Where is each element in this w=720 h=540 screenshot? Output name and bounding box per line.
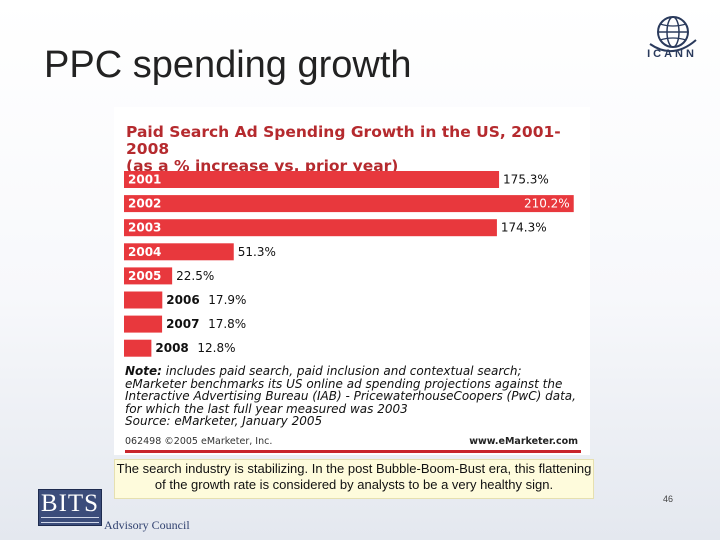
bits-logo-text: BITS [40, 490, 100, 517]
note-text: includes paid search, paid inclusion and… [125, 364, 576, 416]
value-label-2008: 12.8% [197, 341, 235, 355]
category-label-2002: 2002 [128, 197, 161, 211]
chart-note: Note: includes paid search, paid inclusi… [125, 365, 585, 428]
page-number: 46 [663, 494, 674, 504]
chart-title-line2: (as a % increase vs. prior year) [126, 157, 399, 175]
value-label-2005: 22.5% [176, 269, 214, 283]
category-label-2001: 2001 [128, 173, 161, 187]
value-label-2002: 210.2% [524, 197, 570, 211]
value-label-2006: 17.9% [208, 293, 246, 307]
bar-2003 [124, 219, 497, 237]
chart-brand: www.eMarketer.com [469, 436, 578, 447]
bar-2004 [124, 243, 234, 261]
chart-title-line1: Paid Search Ad Spending Growth in the US… [126, 123, 561, 158]
bits-logo: BITS [38, 489, 102, 526]
category-label-2006: 2006 [166, 293, 199, 307]
value-label-2004: 51.3% [238, 245, 276, 259]
chart-figure: Paid Search Ad Spending Growth in the US… [114, 107, 590, 455]
bar-2008 [124, 339, 152, 357]
globe-icon [649, 16, 697, 52]
footer-rule [125, 450, 581, 453]
bar-2007 [124, 315, 163, 333]
category-label-2005: 2005 [128, 269, 161, 283]
source-text: eMarketer, January 2005 [174, 414, 323, 429]
value-label-2001: 175.3% [503, 173, 549, 187]
category-label-2003: 2003 [128, 221, 161, 235]
bar-2002 [124, 195, 574, 213]
category-label-2004: 2004 [128, 245, 161, 259]
slide-title: PPC spending growth [44, 44, 412, 86]
category-label-2008: 2008 [155, 341, 188, 355]
category-label-2007: 2007 [166, 317, 199, 331]
chart-title: Paid Search Ad Spending Growth in the US… [126, 124, 586, 175]
value-label-2007: 17.8% [208, 317, 246, 331]
source-label: Source: [125, 414, 171, 429]
slide-caption: The search industry is stabilizing. In t… [114, 459, 594, 499]
icann-label: ICANN [647, 48, 697, 60]
bar-2005 [124, 267, 173, 285]
bar-2001 [124, 171, 500, 188]
bar-chart: 2001 175.3% 2002 210.2% 2003 174.3% 2004 51.3% 2… [124, 171, 574, 357]
bits-logo-rule [41, 517, 99, 523]
value-label-2003: 174.3% [501, 221, 547, 235]
advisory-council-label: Advisory Council [104, 518, 190, 532]
bar-2006 [124, 291, 163, 309]
note-label: Note: [125, 364, 162, 378]
chart-copyright: 062498 ©2005 eMarketer, Inc. [125, 436, 273, 447]
